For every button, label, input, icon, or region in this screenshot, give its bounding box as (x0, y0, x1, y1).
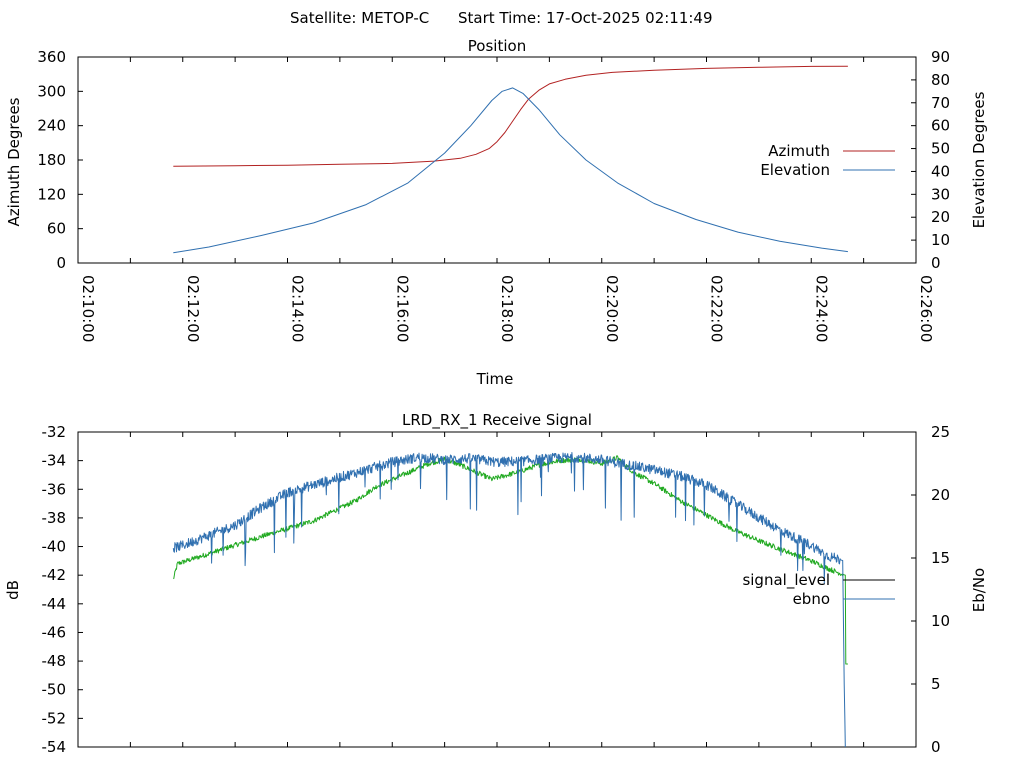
signal-axis-ticks (77, 431, 917, 748)
legend-azimuth-label: Azimuth (768, 142, 830, 160)
y-tick-label: -36 (42, 480, 67, 498)
y2-tick-label: 0 (931, 254, 941, 272)
x-tick-label: 02:12:00 (184, 275, 202, 342)
series-line-Elevation (173, 87, 848, 254)
y2-tick-label: 10 (931, 612, 950, 630)
y-tick-label: -44 (42, 595, 67, 613)
signal-legend: signal_level ebno (742, 571, 895, 608)
x-tick-label: 02:18:00 (498, 275, 516, 342)
position-axis-ticks (77, 56, 917, 264)
y2-tick-label: 25 (931, 423, 950, 441)
y2-tick-label: 60 (931, 117, 950, 135)
y-tick-label: 300 (37, 82, 66, 100)
position-series-group (173, 65, 848, 254)
y2-tick-label: 10 (931, 231, 950, 249)
satellite-label: Satellite: METOP-C (290, 9, 429, 27)
y-tick-label: -48 (42, 652, 67, 670)
series-line-ebno (172, 452, 846, 748)
y-tick-label: -38 (42, 509, 67, 527)
y-tick-label: 360 (37, 48, 66, 66)
start-time-label: Start Time: 17-Oct-2025 02:11:49 (458, 9, 713, 27)
x-tick-label: 02:22:00 (708, 275, 726, 342)
legend-elevation-label: Elevation (760, 161, 830, 179)
position-plot-frame (77, 56, 917, 264)
y2-tick-label: 30 (931, 185, 950, 203)
x-tick-label: 02:14:00 (289, 275, 307, 342)
y-tick-label: 180 (37, 151, 66, 169)
y2-tick-label: 40 (931, 162, 950, 180)
y-tick-label: -46 (42, 623, 67, 641)
x-tick-label: 02:20:00 (603, 275, 621, 342)
y2-tick-label: 20 (931, 208, 950, 226)
y-tick-label: 60 (47, 220, 66, 238)
y-tick-label: -40 (42, 538, 67, 556)
position-tick-labels: 02:10:00 02:12:00 02:14:00 02:16:00 02:18:00… (37, 48, 950, 342)
position-chart: Position 02:10:00 02:12:00 02:14:00 02:16:0… (5, 37, 988, 388)
y-tick-label: -50 (42, 681, 67, 699)
y-tick-label: -52 (42, 709, 67, 727)
y-tick-label: 0 (56, 254, 66, 272)
receive-signal-chart-title: LRD_RX_1 Receive Signal (402, 411, 592, 430)
position-legend: Azimuth Elevation (760, 142, 895, 179)
position-y-axis-label: Azimuth Degrees (5, 97, 23, 226)
position-y2-axis-label: Elevation Degrees (970, 91, 988, 228)
legend-signal-level-label: signal_level (742, 571, 830, 590)
y-tick-label: -34 (42, 452, 67, 470)
y-tick-label: 120 (37, 185, 66, 203)
signal-series-group (172, 452, 848, 748)
x-tick-label: 02:16:00 (393, 275, 411, 342)
x-tick-label: 02:26:00 (917, 275, 935, 342)
position-chart-title: Position (468, 37, 526, 55)
signal-y2-axis-label: Eb/No (970, 568, 988, 612)
y-tick-label: -42 (42, 566, 67, 584)
series-line-signal-level (173, 455, 848, 665)
receive-signal-chart: LRD_RX_1 Receive Signal -54-52-50-48-46-… (4, 411, 988, 756)
series-line-Azimuth (173, 65, 848, 167)
y2-tick-label: 15 (931, 549, 950, 567)
y-tick-label: -32 (42, 423, 67, 441)
y-tick-label: 240 (37, 117, 66, 135)
y2-tick-label: 70 (931, 94, 950, 112)
position-x-axis-label: Time (476, 370, 514, 388)
y2-tick-label: 90 (931, 48, 950, 66)
signal-y-axis-label: dB (4, 580, 22, 600)
y-tick-label: -54 (42, 738, 67, 756)
y2-tick-label: 5 (931, 675, 941, 693)
y2-tick-label: 50 (931, 140, 950, 158)
y2-tick-label: 0 (931, 738, 941, 756)
signal-tick-labels: -54 -52 -50 -48 -46 -44 -42 -40 -38 -36 -34 -32 0 5 10… (42, 423, 951, 756)
x-tick-label: 02:24:00 (812, 275, 830, 342)
y2-tick-label: 80 (931, 71, 950, 89)
y2-tick-label: 20 (931, 486, 950, 504)
x-tick-label: 02:10:00 (79, 275, 97, 342)
legend-ebno-label: ebno (793, 590, 830, 608)
